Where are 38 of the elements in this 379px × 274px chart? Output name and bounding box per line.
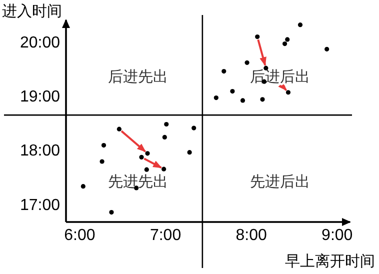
point — [286, 90, 291, 95]
point — [187, 150, 192, 155]
point — [240, 98, 246, 103]
annotation: 后进先出 — [108, 68, 168, 86]
point — [298, 22, 303, 28]
y-tick-label: 18:00 — [20, 142, 60, 160]
point — [230, 88, 235, 94]
point — [162, 134, 167, 140]
point — [145, 151, 150, 156]
x-tick-label: 6:00 — [64, 227, 96, 244]
point — [109, 210, 114, 215]
x-tick-label: 7:00 — [150, 227, 182, 244]
point — [139, 154, 144, 160]
point — [282, 41, 288, 46]
x-axis-title: 早上离开时间 — [285, 253, 375, 270]
point — [244, 60, 250, 65]
point — [260, 97, 265, 102]
x-tick-label: 9:00 — [322, 227, 353, 244]
point — [100, 159, 104, 164]
point — [162, 166, 166, 172]
annotation: 先进先出 — [108, 174, 168, 191]
x-tick-label: 8:00 — [236, 227, 267, 244]
point — [222, 69, 226, 74]
y-tick-label: 17:00 — [20, 196, 60, 214]
point — [192, 126, 196, 130]
y-tick-label: 20:00 — [20, 34, 60, 52]
point — [285, 37, 290, 42]
annotation: 先进后出 — [250, 174, 310, 191]
point — [164, 122, 169, 127]
point — [116, 126, 122, 132]
point — [144, 167, 149, 172]
y-tick-label: 19:00 — [20, 88, 60, 106]
point — [214, 95, 218, 100]
point — [255, 34, 260, 40]
point — [324, 46, 330, 52]
y-axis-title: 进入时间 — [2, 3, 62, 20]
point — [80, 184, 86, 189]
point — [101, 143, 106, 148]
